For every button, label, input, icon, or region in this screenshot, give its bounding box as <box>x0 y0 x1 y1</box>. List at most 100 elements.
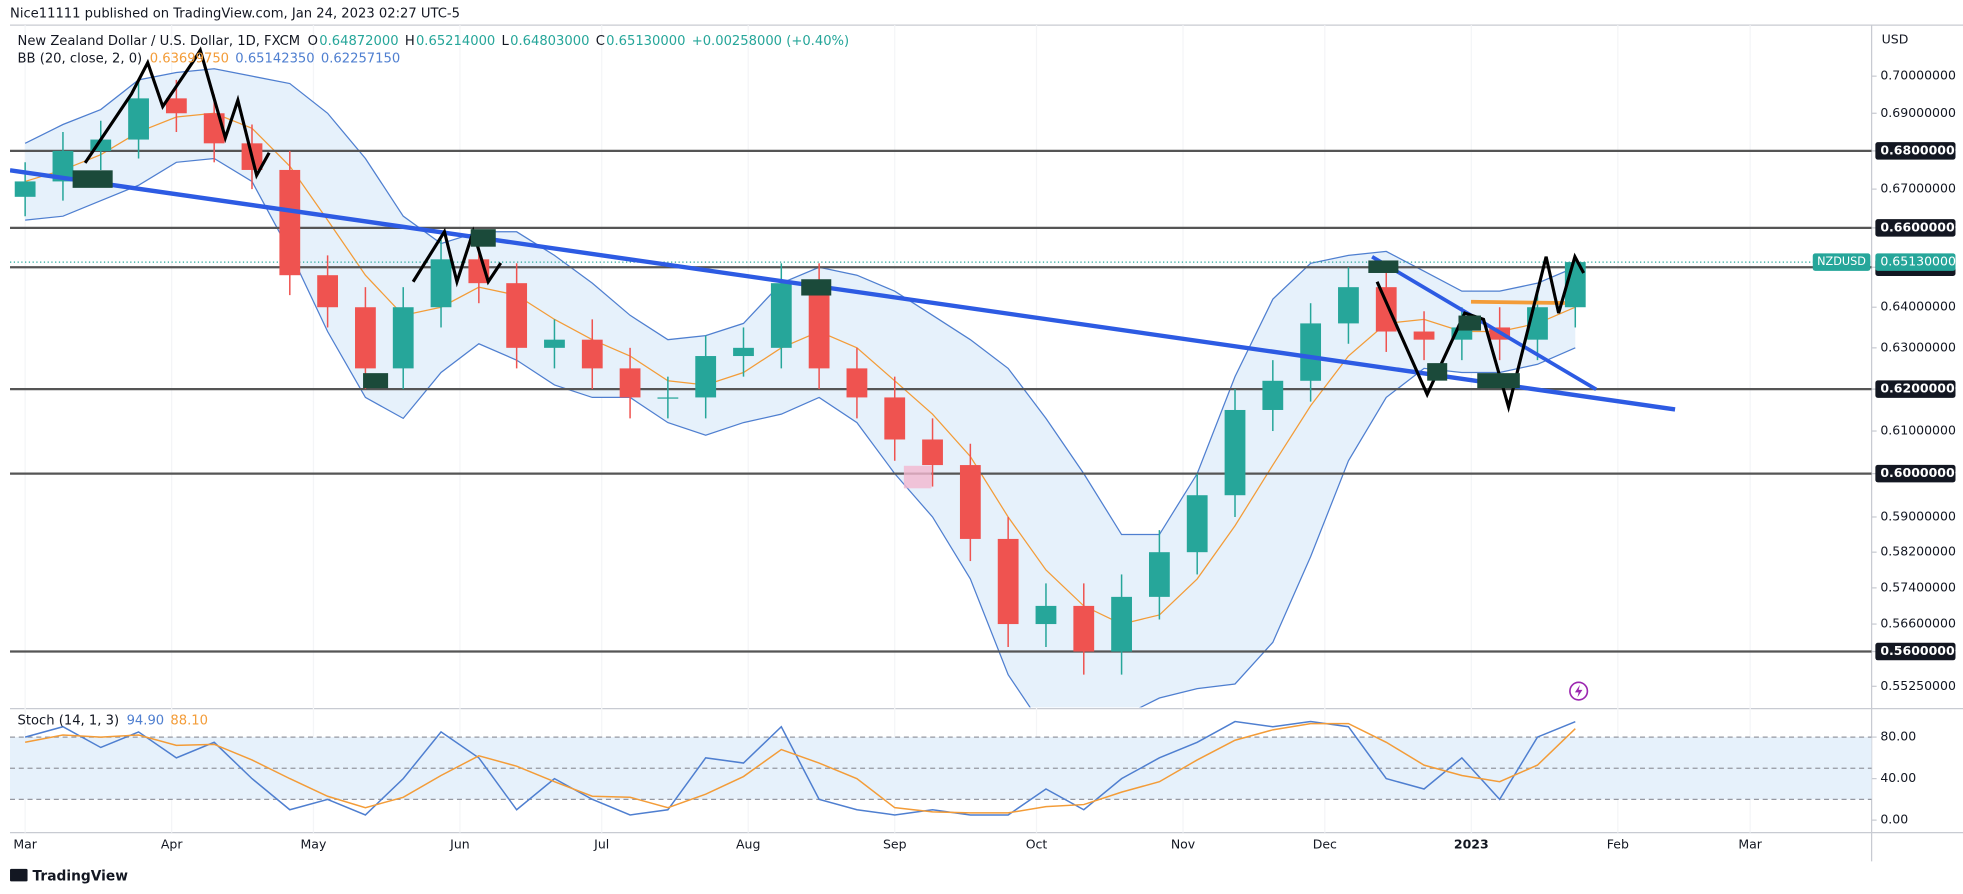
publisher: Nice11111 published on TradingView.com, … <box>10 6 460 21</box>
candle-body <box>279 169 301 276</box>
drawings <box>10 46 1676 489</box>
candle-body <box>1035 605 1057 625</box>
zone-box <box>903 465 932 489</box>
candle-body <box>922 439 943 466</box>
x-tick-label: Sep <box>883 837 907 852</box>
legend-text: 88.10 <box>170 714 208 729</box>
stoch-line <box>24 720 1576 816</box>
candle-body <box>14 181 36 197</box>
candle-body <box>997 538 1019 625</box>
candle-body <box>770 283 792 348</box>
candle-body <box>165 98 187 114</box>
candle-body <box>430 259 452 308</box>
legend-text: 0.65130000 <box>606 34 685 49</box>
zone-box <box>1368 260 1399 273</box>
y-tick-label: 0.69000000 <box>1880 105 1956 120</box>
y-tick-label: 0.56000000 <box>1880 643 1963 658</box>
y-tick-label: 0.55250000 <box>1880 678 1956 693</box>
symbol: NZDUSD <box>1817 255 1866 268</box>
candle-body <box>1073 605 1095 652</box>
label-bg <box>1875 642 1956 661</box>
currency: USD <box>1882 32 1909 47</box>
x-tick-label: Dec <box>1313 837 1337 852</box>
zone-box <box>1458 315 1482 331</box>
legend-text: H <box>405 34 415 49</box>
alert-icon-bolt <box>1574 684 1583 698</box>
candle-body <box>1375 287 1397 332</box>
logo-icon <box>10 868 28 882</box>
x-tick-label: Nov <box>1171 837 1196 852</box>
candle-body <box>959 465 981 539</box>
candle-body <box>808 283 830 369</box>
label-bg <box>1875 380 1956 398</box>
stoch-line <box>24 722 1576 814</box>
candle-body <box>128 98 149 140</box>
x-tick-label: Oct <box>1026 837 1048 852</box>
y-tick-label: 0.70000000 <box>1880 68 1956 83</box>
candle-body <box>581 339 603 369</box>
pattern-line <box>411 226 503 288</box>
y-tick-label: 0.62000000 <box>1880 381 1963 396</box>
zone-box <box>801 279 832 296</box>
bb-upper <box>24 68 1576 536</box>
level-line <box>1470 299 1565 305</box>
legend-text: O <box>308 34 318 49</box>
candle-body <box>317 275 339 308</box>
x-tick-label: Jun <box>449 837 470 852</box>
candle-body <box>1262 380 1284 410</box>
y-tick-label: 0.63000000 <box>1880 339 1956 354</box>
zone-box <box>470 229 496 247</box>
bb-basis <box>24 112 1576 625</box>
x-tick-label: Feb <box>1607 837 1629 852</box>
y-tick-label: 0.56600000 <box>1880 616 1956 631</box>
candle-body <box>506 283 528 348</box>
x-tick-label: Mar <box>13 837 37 852</box>
candle-body <box>846 368 868 398</box>
y-tick-label: 0.60000000 <box>1880 465 1963 480</box>
y-tick-label: 0.57400000 <box>1880 579 1956 594</box>
legend-text: BB (20, close, 2, 0) <box>18 51 143 66</box>
x-tick-label: May <box>301 837 327 852</box>
legend-text: 0.65142350 <box>235 51 314 66</box>
candle-body <box>733 347 754 357</box>
y-tick-label: 0.64000000 <box>1880 299 1956 314</box>
y-tick-label: 0.61000000 <box>1880 423 1956 438</box>
y-tick-label: 0.68000000 <box>1880 142 1963 157</box>
candle-body <box>1413 331 1435 340</box>
x-tick-label: 2023 <box>1454 837 1489 852</box>
label-bg <box>1875 142 1956 160</box>
legend-text: New Zealand Dollar / U.S. Dollar, 1D, FX… <box>18 34 301 49</box>
candle-body <box>355 307 376 369</box>
price-bg <box>1875 253 1956 271</box>
trend-line <box>10 168 1676 412</box>
zone-box <box>363 373 389 389</box>
zone-box <box>72 170 113 188</box>
candle-body <box>544 339 565 348</box>
candle-body <box>695 356 717 398</box>
symbol-bg <box>1812 253 1871 271</box>
legend-text: C <box>596 34 605 49</box>
legend-text: +0.00258000 (+0.40%) <box>692 34 849 49</box>
legend-text: 0.63699750 <box>150 51 229 66</box>
candle-body <box>1111 596 1132 652</box>
legend-text: Stoch (14, 1, 3) <box>18 714 120 729</box>
candle-body <box>657 397 679 399</box>
y-tick-label: 80.00 <box>1880 729 1916 744</box>
y-tick-label: 0.58200000 <box>1880 544 1956 559</box>
y-tick-label: 0.00 <box>1880 812 1908 827</box>
zone-box <box>1477 373 1520 389</box>
candle-body <box>392 307 414 369</box>
pattern-line <box>83 46 271 180</box>
legend-text: 0.62257150 <box>321 51 400 66</box>
x-tick-label: Aug <box>736 837 760 852</box>
y-tick-label: 0.66000000 <box>1880 219 1963 234</box>
legend-text: 0.64872000 <box>319 34 398 49</box>
label-bg <box>1875 464 1956 483</box>
candle-body <box>619 368 641 398</box>
candle-body <box>90 139 112 151</box>
candle-body <box>1224 409 1246 496</box>
legend-text: L <box>502 34 510 49</box>
alert-icon[interactable] <box>1569 681 1589 701</box>
legend-text: 0.64803000 <box>510 34 589 49</box>
